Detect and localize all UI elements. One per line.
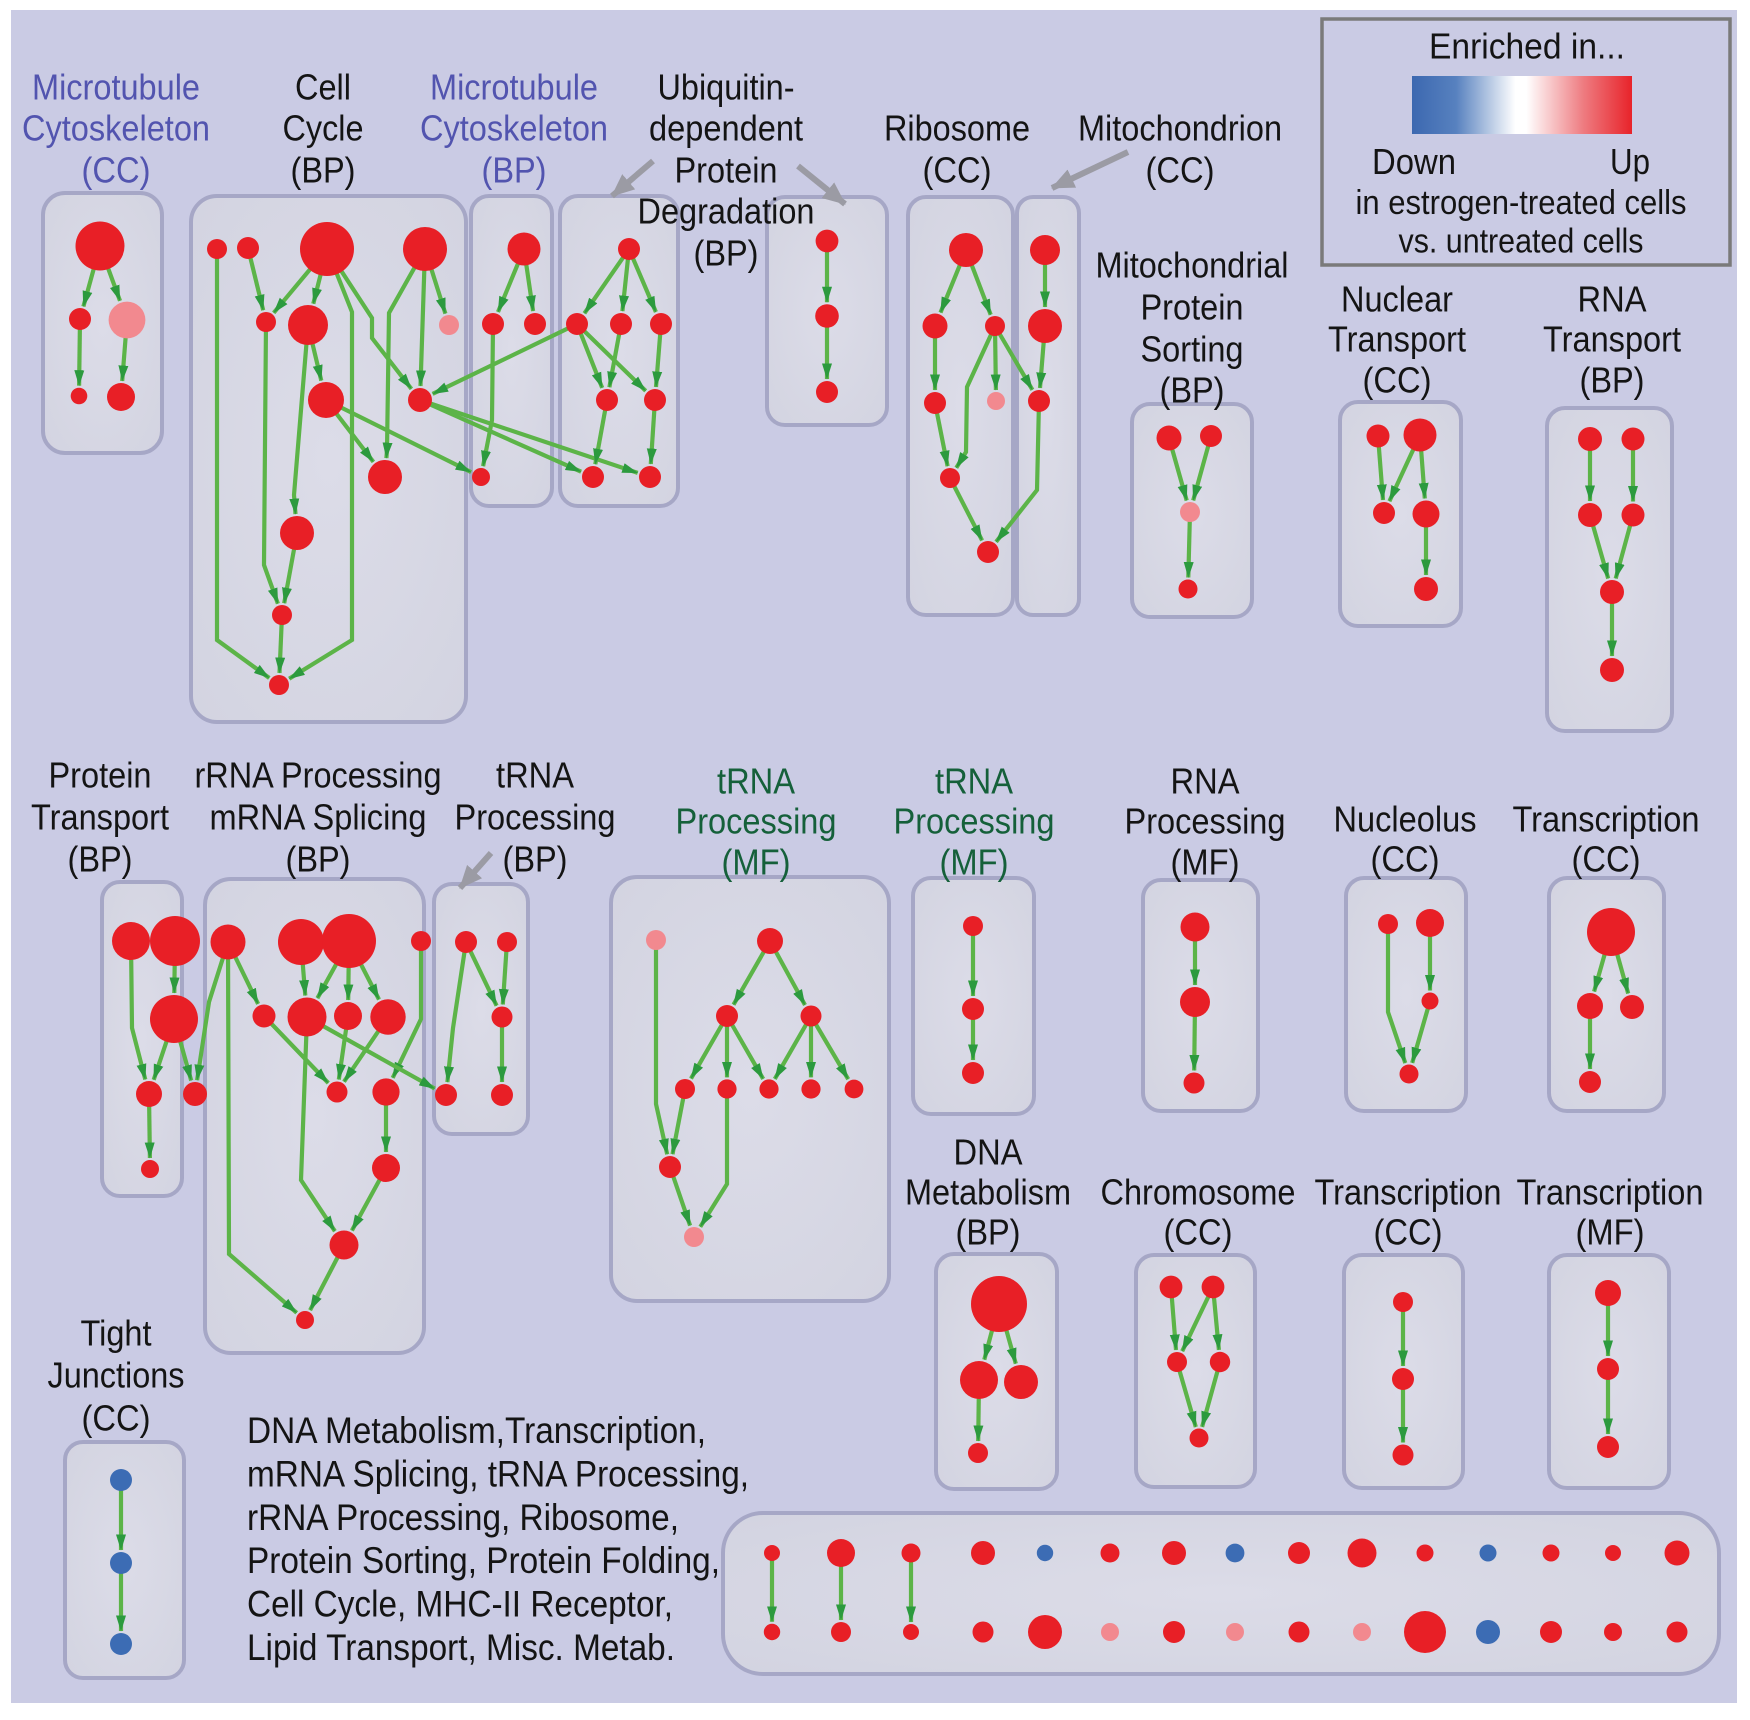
- svg-text:DNA Metabolism,Transcription,: DNA Metabolism,Transcription,: [247, 1409, 706, 1451]
- svg-text:Transport: Transport: [1543, 319, 1681, 360]
- svg-text:DNA: DNA: [954, 1132, 1024, 1173]
- svg-text:(CC): (CC): [82, 150, 151, 191]
- svg-text:in estrogen-treated cells: in estrogen-treated cells: [1356, 184, 1687, 222]
- svg-text:(BP): (BP): [1160, 370, 1225, 411]
- svg-text:Processing: Processing: [1125, 801, 1286, 842]
- svg-text:Transcription: Transcription: [1315, 1172, 1502, 1213]
- svg-text:rRNA Processing, Ribosome,: rRNA Processing, Ribosome,: [247, 1496, 679, 1538]
- svg-text:Mitochondrial: Mitochondrial: [1096, 245, 1289, 286]
- svg-text:Lipid Transport, Misc. Metab.: Lipid Transport, Misc. Metab.: [247, 1626, 675, 1668]
- svg-text:RNA: RNA: [1171, 761, 1241, 802]
- svg-text:(BP): (BP): [291, 150, 356, 191]
- svg-text:Cell Cycle, MHC-II Receptor,: Cell Cycle, MHC-II Receptor,: [247, 1583, 673, 1625]
- svg-text:tRNA: tRNA: [717, 761, 796, 802]
- svg-text:(MF): (MF): [1171, 842, 1240, 883]
- svg-text:Protein: Protein: [675, 150, 778, 191]
- svg-text:Processing: Processing: [455, 797, 616, 838]
- svg-text:(CC): (CC): [923, 150, 992, 191]
- svg-text:Nucleolus: Nucleolus: [1334, 799, 1477, 840]
- svg-text:Cytoskeleton: Cytoskeleton: [22, 108, 210, 149]
- svg-text:Microtubule: Microtubule: [32, 67, 200, 108]
- svg-text:Chromosome: Chromosome: [1101, 1172, 1296, 1213]
- svg-text:(CC): (CC): [1146, 150, 1215, 191]
- svg-text:dependent: dependent: [649, 108, 803, 149]
- svg-text:(BP): (BP): [503, 839, 568, 880]
- svg-text:Up: Up: [1610, 141, 1650, 182]
- svg-text:(MF): (MF): [1576, 1212, 1645, 1253]
- svg-text:Cell: Cell: [295, 67, 351, 108]
- svg-text:Nuclear: Nuclear: [1341, 279, 1453, 320]
- svg-text:(CC): (CC): [1363, 360, 1432, 401]
- svg-text:(CC): (CC): [1374, 1212, 1443, 1253]
- svg-text:tRNA: tRNA: [496, 755, 575, 796]
- svg-text:vs. untreated cells: vs. untreated cells: [1399, 223, 1644, 261]
- svg-text:Transport: Transport: [31, 797, 169, 838]
- svg-text:rRNA Processing: rRNA Processing: [195, 755, 442, 796]
- svg-text:(BP): (BP): [956, 1212, 1021, 1253]
- svg-text:(MF): (MF): [940, 842, 1009, 883]
- svg-text:RNA: RNA: [1578, 279, 1648, 320]
- svg-text:(CC): (CC): [82, 1398, 151, 1439]
- svg-text:Protein: Protein: [1141, 287, 1244, 328]
- svg-text:mRNA Splicing, tRNA Processing: mRNA Splicing, tRNA Processing,: [247, 1452, 749, 1494]
- svg-text:Down: Down: [1372, 141, 1456, 182]
- svg-text:(BP): (BP): [1580, 360, 1645, 401]
- svg-text:Processing: Processing: [894, 801, 1055, 842]
- svg-text:Protein Sorting, Protein Foldi: Protein Sorting, Protein Folding,: [247, 1539, 720, 1581]
- svg-text:Microtubule: Microtubule: [430, 67, 598, 108]
- svg-text:Processing: Processing: [676, 801, 837, 842]
- svg-text:mRNA Splicing: mRNA Splicing: [210, 797, 427, 838]
- svg-text:tRNA: tRNA: [935, 761, 1014, 802]
- svg-text:Mitochondrion: Mitochondrion: [1078, 108, 1282, 149]
- svg-text:Transcription: Transcription: [1517, 1172, 1704, 1213]
- svg-text:Ribosome: Ribosome: [884, 108, 1030, 149]
- svg-text:(CC): (CC): [1164, 1212, 1233, 1253]
- svg-text:(BP): (BP): [482, 150, 547, 191]
- svg-text:Transcription: Transcription: [1513, 799, 1700, 840]
- svg-text:(BP): (BP): [694, 233, 759, 274]
- svg-text:Cycle: Cycle: [283, 108, 364, 149]
- svg-text:Tight: Tight: [81, 1313, 152, 1354]
- svg-text:Transport: Transport: [1328, 319, 1466, 360]
- svg-text:(CC): (CC): [1572, 839, 1641, 880]
- svg-text:(BP): (BP): [68, 839, 133, 880]
- svg-text:Sorting: Sorting: [1141, 329, 1244, 370]
- svg-text:Junctions: Junctions: [48, 1355, 185, 1396]
- svg-text:Degradation: Degradation: [638, 191, 815, 232]
- svg-text:(MF): (MF): [722, 842, 791, 883]
- svg-text:(CC): (CC): [1371, 839, 1440, 880]
- svg-text:(BP): (BP): [286, 839, 351, 880]
- svg-text:Ubiquitin-: Ubiquitin-: [658, 67, 795, 108]
- svg-text:Metabolism: Metabolism: [905, 1172, 1071, 1213]
- svg-text:Protein: Protein: [49, 755, 152, 796]
- svg-text:Enriched in...: Enriched in...: [1429, 26, 1625, 67]
- svg-text:Cytoskeleton: Cytoskeleton: [420, 108, 608, 149]
